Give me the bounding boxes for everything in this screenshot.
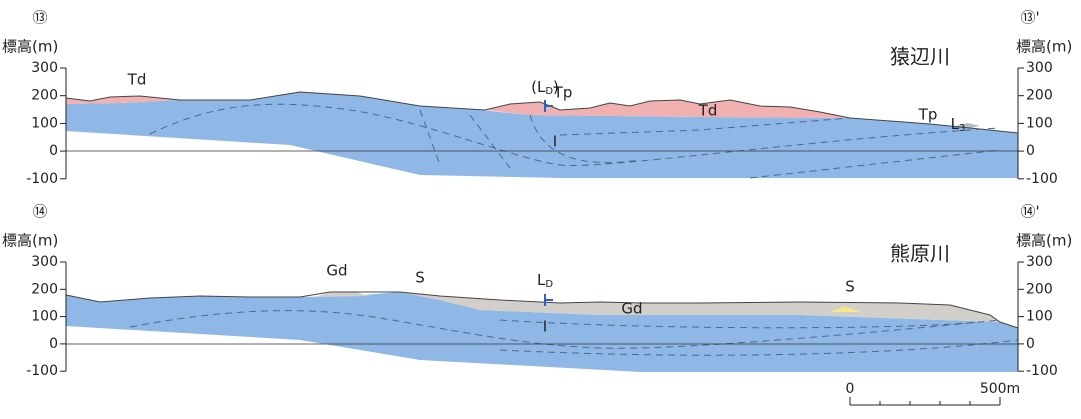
tick-label: 200 [31, 88, 58, 104]
marker-text: L [537, 271, 546, 289]
axis-label: 標高(m) [2, 38, 58, 56]
td-deposit [66, 96, 180, 104]
marker-label: L3 [951, 115, 966, 135]
marker-sub: D [545, 279, 553, 290]
section-13 [65, 91, 1019, 179]
s-deposit [830, 306, 860, 312]
unit-label: Tp [918, 106, 938, 124]
geologic-boundaries [149, 103, 1001, 179]
section-id: ⑭' [1020, 203, 1039, 221]
scale-label: 0 [846, 381, 855, 397]
marker-sub: 3 [959, 123, 965, 134]
gd-deposit [315, 292, 370, 297]
axis-label: 標高(m) [1016, 232, 1072, 250]
scale-label: 500m [980, 381, 1020, 397]
section-id: ⑬ [32, 9, 47, 27]
tick-label: 100 [31, 309, 58, 325]
unit-label: I [543, 318, 547, 336]
scale-bar [849, 397, 1001, 406]
tick-label: 100 [1026, 309, 1053, 325]
unit-label: Tp [553, 84, 573, 102]
gd-deposit [400, 292, 1000, 322]
tick-label: 0 [49, 336, 58, 352]
tick-label: 0 [1026, 143, 1035, 159]
tick-label: -100 [1026, 363, 1058, 379]
tick-label: 100 [31, 115, 58, 131]
unit-label: I [553, 133, 557, 151]
tick-label: 300 [31, 254, 58, 270]
river-name: 猿辺川 [890, 45, 950, 69]
tick-label: 300 [31, 60, 58, 76]
tick-label: 0 [49, 143, 58, 159]
unit-label: S [845, 278, 855, 296]
tick-label: 200 [1026, 281, 1053, 297]
bedrock [66, 292, 1018, 372]
tick-label: 300 [1026, 254, 1053, 270]
unit-label: S [415, 269, 425, 287]
tick-label: -100 [26, 363, 58, 379]
axis-label: 標高(m) [1016, 38, 1072, 56]
unit-label: Gd [621, 300, 642, 318]
tick-label: -100 [26, 171, 58, 187]
tick-label: 0 [1026, 336, 1035, 352]
tick-label: 200 [31, 281, 58, 297]
tick-label: -100 [1026, 171, 1058, 187]
marker-text: (L [531, 78, 546, 96]
tick-label: 200 [1026, 88, 1053, 104]
axis-label: 標高(m) [2, 232, 58, 250]
marker-label: LD [537, 271, 553, 291]
unit-label: Td [698, 102, 718, 120]
ground-surface [65, 291, 1019, 329]
ground-surface [65, 91, 1019, 134]
marker-label: (LD) [531, 78, 559, 98]
marker-text: L [951, 115, 960, 133]
bedrock [66, 92, 1018, 178]
td-deposit [485, 100, 850, 118]
geologic-boundaries [129, 310, 1019, 356]
tick-label: 300 [1026, 60, 1053, 76]
unit-label: Gd [326, 262, 347, 280]
marker-text: ) [553, 78, 559, 96]
marker-sub: D [545, 86, 553, 97]
tick-label: 100 [1026, 115, 1053, 131]
section-id: ⑭ [32, 203, 47, 221]
section-14 [65, 291, 1019, 372]
section-id: ⑬' [1020, 9, 1039, 27]
unit-label: Td [127, 71, 147, 89]
river-name: 熊原川 [890, 242, 950, 266]
